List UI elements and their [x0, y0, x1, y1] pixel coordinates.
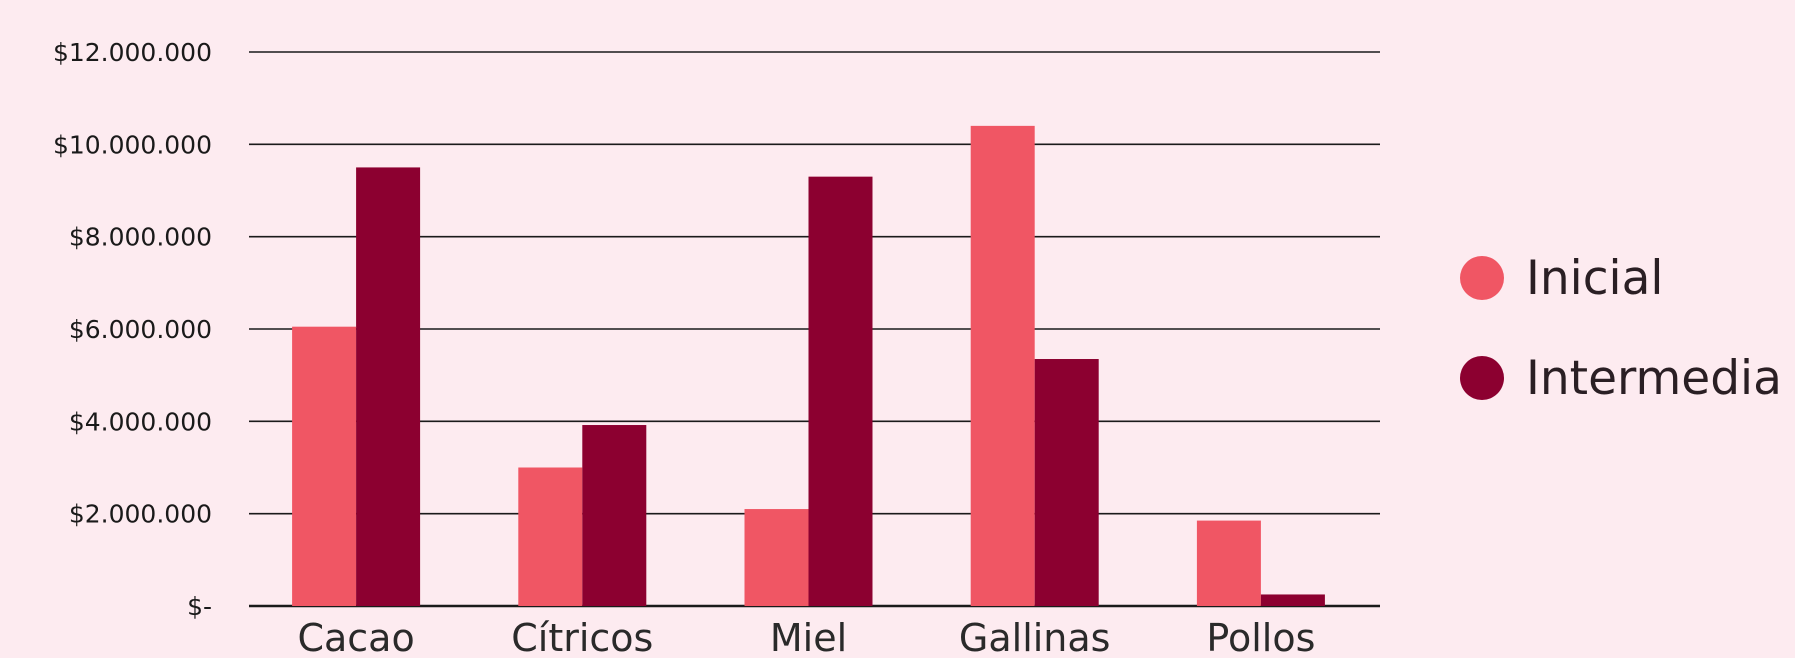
bar-inicial-cacao — [292, 326, 357, 606]
legend-label-inicial: Inicial — [1526, 250, 1664, 306]
bar-intermedia-cacao — [356, 167, 421, 606]
x-tick-label: Miel — [770, 616, 847, 658]
bar-intermedia-miel — [808, 176, 873, 606]
y-tick-label: $- — [187, 592, 212, 621]
x-tick-label: Pollos — [1206, 616, 1315, 658]
legend-swatch-intermedia — [1460, 356, 1504, 400]
x-axis-ticks: Cacao Cítricos Miel Gallinas Pollos — [297, 616, 1315, 658]
legend-item-inicial: Inicial — [1460, 228, 1782, 328]
y-tick-label: $6.000.000 — [69, 315, 212, 344]
bar-inicial-gallinas — [970, 125, 1035, 606]
x-tick-label: Gallinas — [959, 616, 1111, 658]
x-tick-label: Cítricos — [511, 616, 653, 658]
bar-inicial-cítricos — [518, 467, 583, 606]
bar-intermedia-pollos — [1260, 594, 1325, 606]
legend-label-intermedia: Intermedia — [1526, 350, 1782, 406]
y-tick-label: $10.000.000 — [53, 130, 212, 159]
legend: Inicial Intermedia — [1460, 228, 1782, 428]
y-tick-label: $12.000.000 — [53, 38, 212, 67]
y-tick-label: $8.000.000 — [69, 223, 212, 252]
legend-swatch-inicial — [1460, 256, 1504, 300]
x-tick-label: Cacao — [297, 616, 414, 658]
bar-intermedia-cítricos — [582, 425, 647, 606]
bars — [292, 125, 1325, 606]
bar-inicial-pollos — [1196, 520, 1261, 606]
bar-intermedia-gallinas — [1034, 359, 1099, 606]
y-tick-label: $2.000.000 — [69, 500, 212, 529]
y-axis-ticks: $- $2.000.000 $4.000.000 $6.000.000 $8.000.0… — [53, 38, 212, 621]
legend-item-intermedia: Intermedia — [1460, 328, 1782, 428]
bar-inicial-miel — [744, 509, 809, 606]
y-tick-label: $4.000.000 — [69, 407, 212, 436]
